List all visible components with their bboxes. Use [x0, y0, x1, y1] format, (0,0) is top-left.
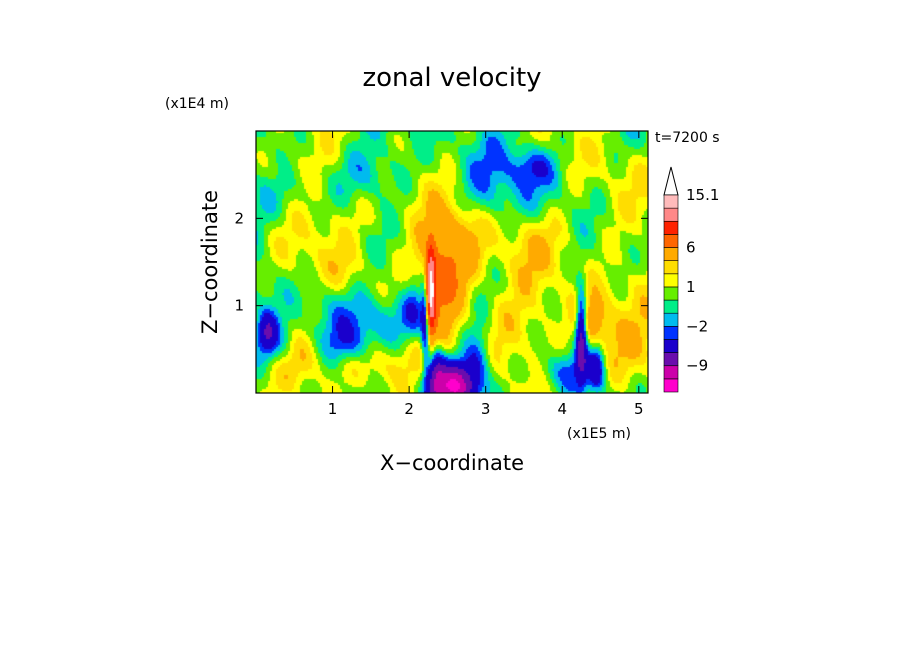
time-label: t=7200 s — [655, 130, 720, 146]
colorbar-label: −2 — [686, 317, 708, 335]
x-tick-label: 2 — [404, 400, 414, 418]
contour-image — [256, 131, 648, 393]
colorbar-label: 6 — [686, 239, 696, 257]
colorbar-segment — [663, 365, 679, 380]
colorbar-segment — [663, 220, 679, 235]
colorbar-label: 1 — [686, 278, 696, 296]
y-tick-label: 1 — [234, 297, 244, 315]
x-tick-label: 4 — [557, 400, 567, 418]
colorbar-extend-triangle — [663, 166, 679, 196]
x-tick-label: 1 — [328, 400, 338, 418]
colorbar-segment — [663, 194, 679, 209]
x-tick-label: 3 — [481, 400, 491, 418]
x-unit-label: (x1E5 m) — [567, 426, 631, 442]
colorbar-segment — [663, 247, 679, 261]
x-axis-ticks: 1 2 3 4 5 — [328, 131, 644, 418]
chart-title: zonal velocity — [362, 63, 541, 93]
colorbar-segment — [663, 352, 679, 367]
colorbar-segment — [663, 273, 679, 288]
colorbar: 15.1 6 1 −2 −9 — [663, 166, 719, 393]
x-tick-label: 5 — [634, 400, 644, 418]
colorbar-segment — [663, 299, 679, 314]
y-unit-label: (x1E4 m) — [165, 96, 229, 112]
colorbar-segment — [663, 286, 679, 301]
colorbar-segment — [663, 378, 679, 393]
y-tick-label: 2 — [234, 209, 244, 227]
y-axis-title: Z−coordinate — [198, 190, 222, 334]
colorbar-segment — [663, 326, 679, 340]
contour-field — [256, 131, 648, 393]
colorbar-label: −9 — [686, 357, 708, 375]
colorbar-label: 15.1 — [686, 186, 719, 204]
x-axis-title: X−coordinate — [380, 451, 524, 475]
colorbar-segment — [663, 234, 679, 248]
y-axis-ticks: 12 — [234, 209, 648, 315]
colorbar-segment — [663, 207, 679, 222]
colorbar-segment — [663, 260, 679, 275]
colorbar-segment — [663, 312, 679, 327]
plot-frame — [255, 130, 649, 394]
colorbar-segment — [663, 339, 679, 353]
